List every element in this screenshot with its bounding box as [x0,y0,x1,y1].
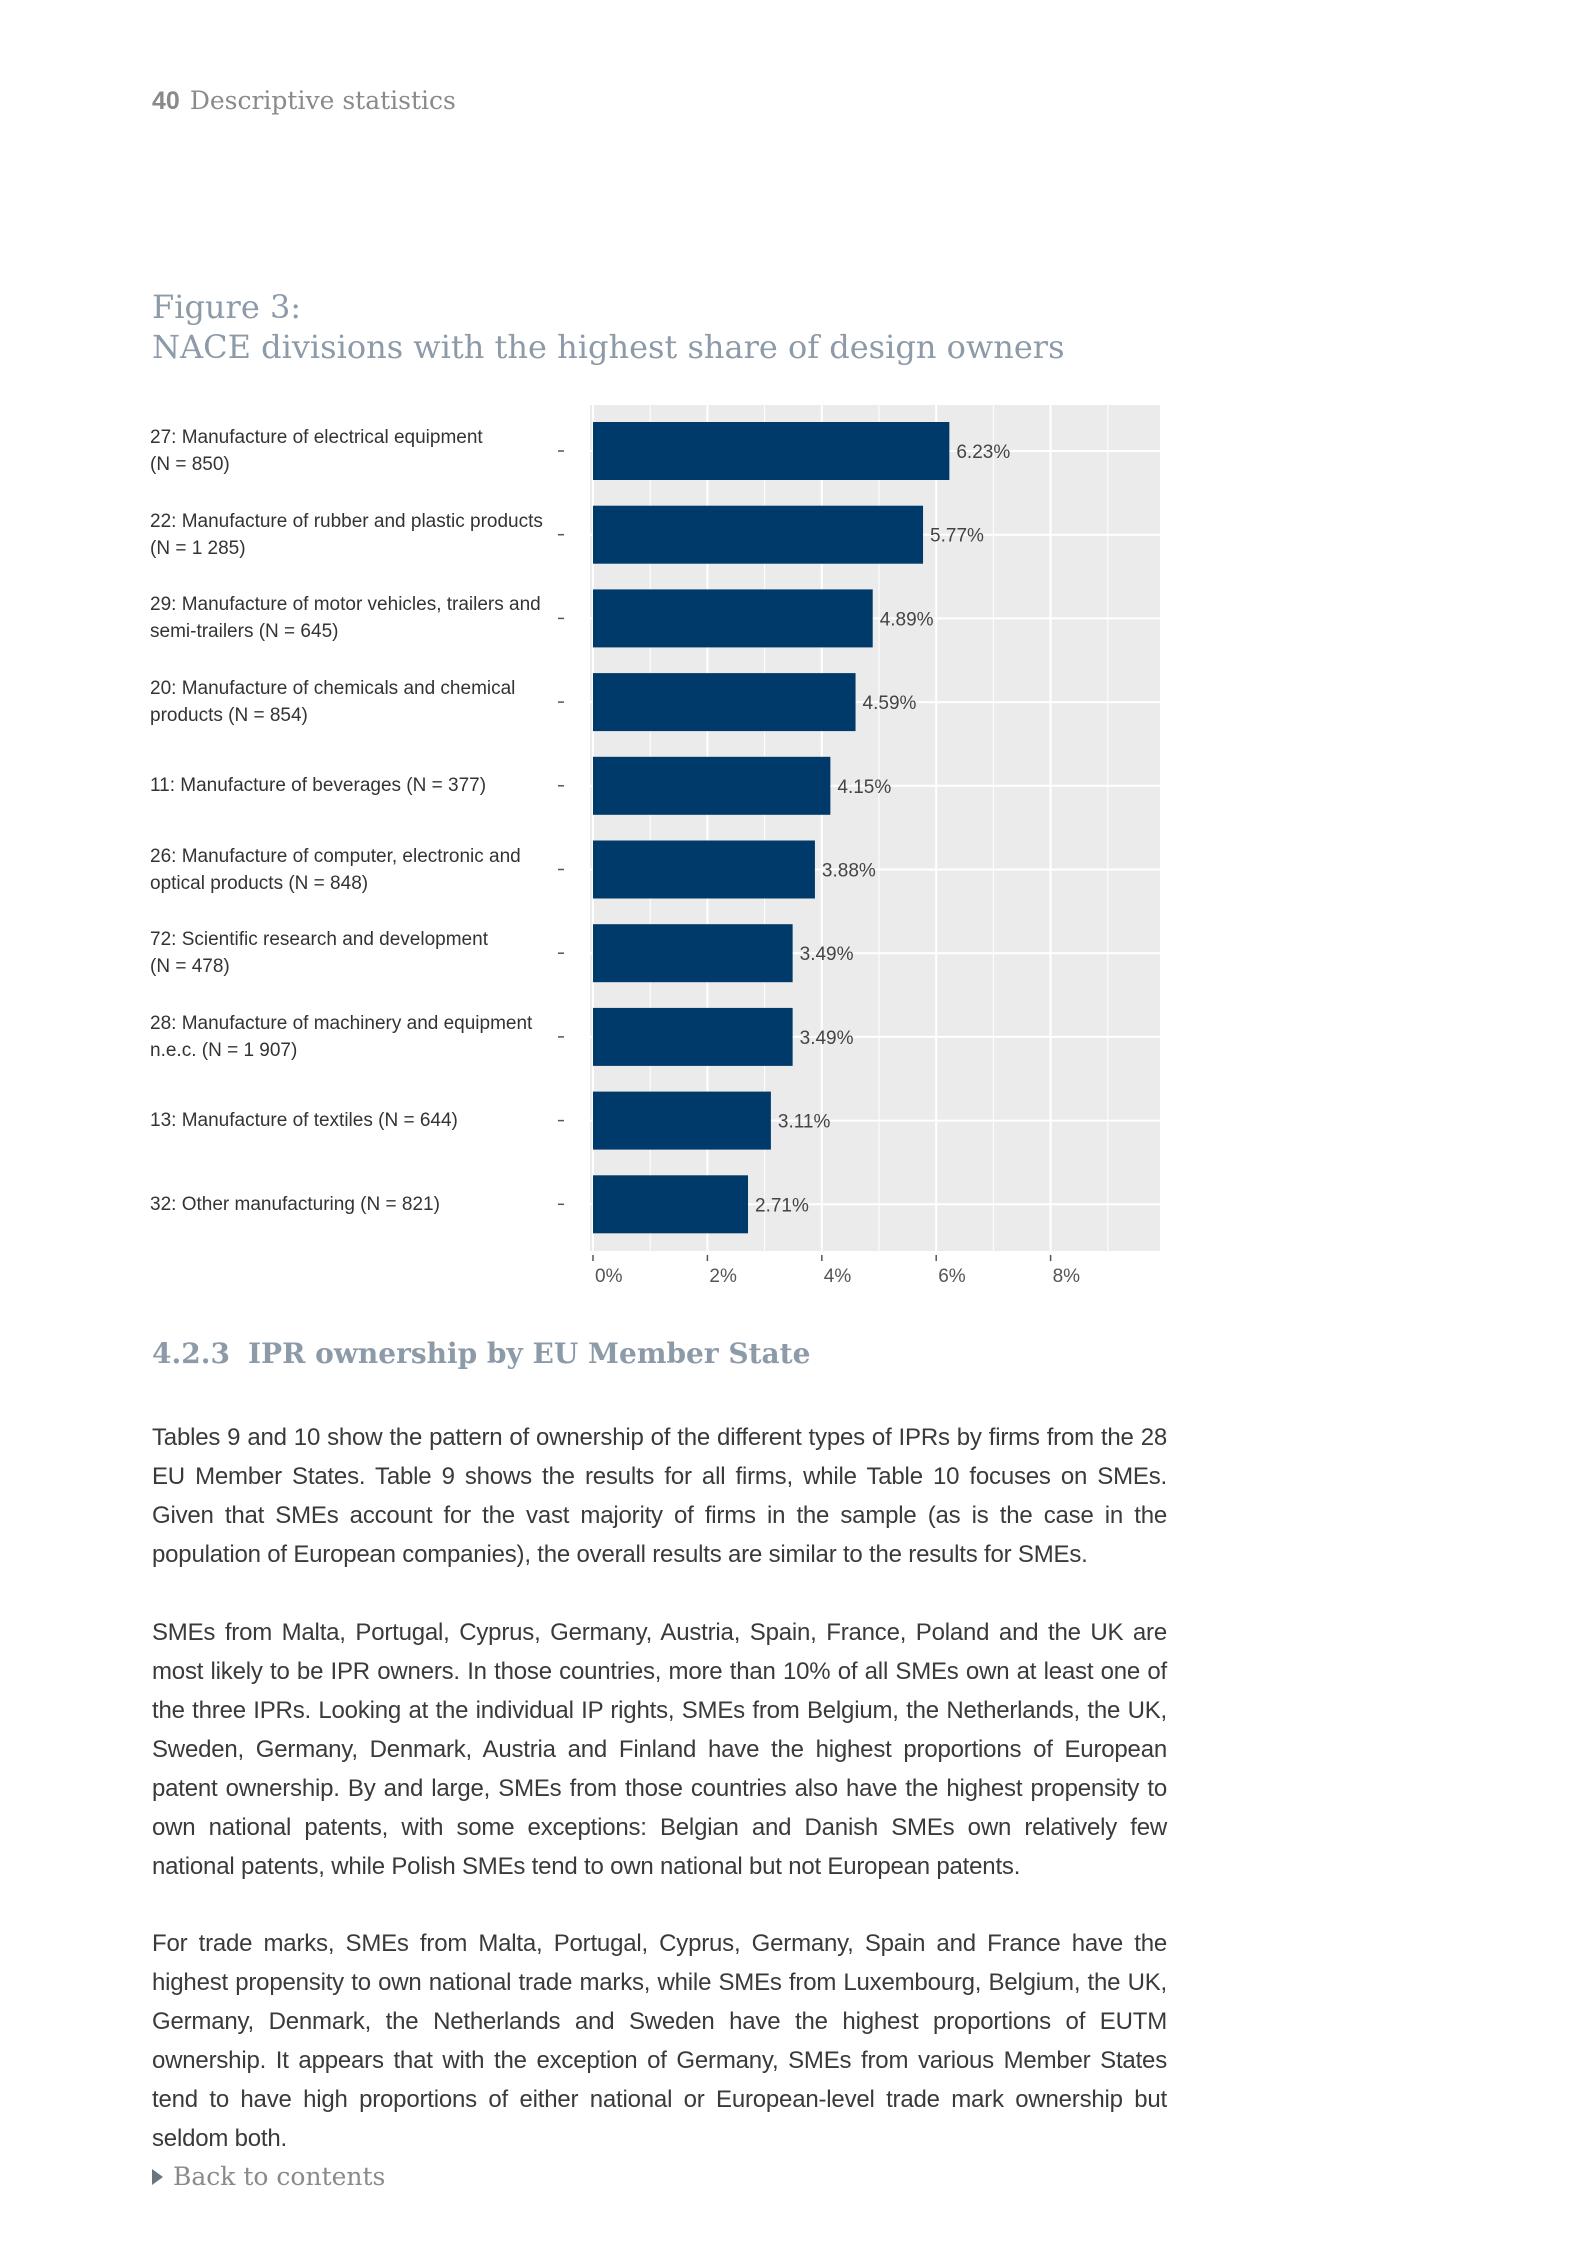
data-label: 4.15% [837,777,891,798]
bar [593,1091,771,1150]
data-label: 6.23% [956,442,1010,463]
x-tick-label: 8% [1053,1266,1081,1285]
figure-number: Figure 3: [152,288,302,326]
category-label: 32: Other manufacturing (N = 821) [150,1193,440,1215]
category-label: 22: Manufacture of rubber and plastic pr… [150,510,543,559]
data-label: 3.88% [822,861,876,882]
category-label: 20: Manufacture of chemicals and chemica… [150,678,516,727]
figure-title: Figure 3: NACE divisions with the highes… [152,287,1065,367]
bar [593,1007,793,1066]
data-label: 3.49% [800,944,854,965]
section-title: IPR ownership by EU Member State [247,1337,811,1370]
data-label: 4.59% [863,693,917,714]
bar-chart: 6.23% 5.77% 4.89% 4.59% 4.15% 3.88% 3.49% 3.49%… [150,405,1170,1285]
bar [593,840,815,899]
x-tick-label: 0% [595,1266,623,1285]
category-label: 11: Manufacture of beverages (N = 377) [150,775,487,797]
x-tick-label: 6% [938,1266,966,1285]
category-label: 27: Manufacture of electrical equipment(… [150,427,483,475]
section-number: 4.2.3 [152,1337,230,1370]
category-label: 26: Manufacture of computer, electronic … [150,845,521,894]
section-heading: 4.2.3 IPR ownership by EU Member State [152,1337,810,1370]
category-label: 29: Manufacture of motor vehicles, trail… [150,594,541,643]
running-title: Descriptive statistics [189,86,456,115]
page-number: 40 [152,87,180,115]
bar [593,422,950,480]
back-to-contents-link[interactable]: Back to contents [152,2162,385,2191]
paragraph-1: Tables 9 and 10 show the pattern of owne… [152,1424,1167,1568]
bar [593,756,831,815]
bar [593,924,793,983]
paragraph-3: For trade marks, SMEs from Malta, Portug… [152,1930,1167,2152]
bar [593,673,856,732]
data-label: 3.49% [800,1028,854,1049]
data-label: 2.71% [755,1195,809,1216]
category-label: 13: Manufacture of textiles (N = 644) [150,1110,458,1132]
data-label: 5.77% [930,526,984,547]
chart-canvas: 6.23% 5.77% 4.89% 4.59% 4.15% 3.88% 3.49% 3.49%… [558,405,1160,1285]
page-header: 40 Descriptive statistics [152,86,456,116]
x-tick-label: 2% [709,1266,737,1285]
bar [593,505,924,564]
bar [593,589,873,648]
bar [593,1175,749,1234]
data-label: 4.89% [880,609,934,630]
figure-caption: NACE divisions with the highest share of… [152,328,1065,366]
category-label: 28: Manufacture of machinery and equipme… [150,1012,533,1061]
category-label: 72: Scientific research and development(… [150,929,488,978]
data-label: 3.11% [778,1112,831,1133]
triangle-right-icon [152,2168,163,2185]
back-to-contents-label: Back to contents [173,2162,386,2191]
x-tick-label: 4% [824,1266,852,1285]
paragraph-2: SMEs from Malta, Portugal, Cyprus, Germa… [152,1619,1167,1880]
